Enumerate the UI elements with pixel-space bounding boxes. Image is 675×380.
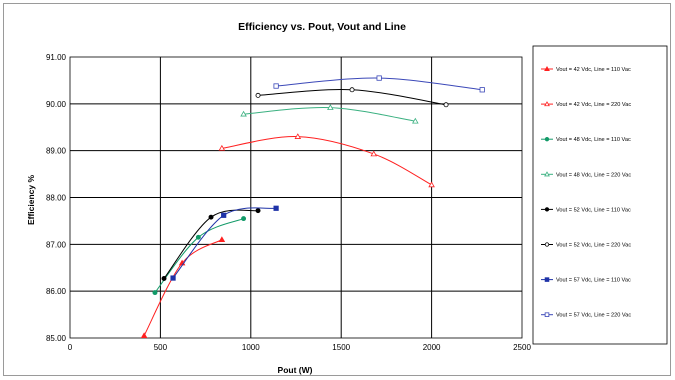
legend-label: Vout = 52 Vdc, Line = 220 Vac <box>556 243 631 249</box>
legend-label: Vout = 48 Vdc, Line = 220 Vac <box>556 172 631 178</box>
data-point <box>479 87 485 93</box>
y-axis-title: Efficiency % <box>26 175 36 226</box>
data-point <box>208 214 214 220</box>
chart-title: Efficiency vs. Pout, Vout and Line <box>238 21 406 33</box>
legend-label: Vout = 57 Vdc, Line = 220 Vac <box>556 313 631 319</box>
x-axis-title: Pout (W) <box>278 365 313 375</box>
data-point <box>544 101 550 107</box>
data-point <box>140 332 148 339</box>
x-tick-label: 500 <box>154 343 168 352</box>
legend-label: Vout = 42 Vdc, Line = 220 Vac <box>556 102 631 108</box>
data-point <box>376 75 382 81</box>
data-point <box>170 275 176 281</box>
legend-label: Vout = 52 Vdc, Line = 110 Vac <box>556 207 631 213</box>
legend-label: Vout = 48 Vdc, Line = 110 Vac <box>556 137 631 143</box>
data-point <box>294 133 302 139</box>
y-tick-label: 91.00 <box>46 53 67 62</box>
x-tick-label: 0 <box>68 343 73 352</box>
data-point <box>255 208 261 214</box>
series-line <box>221 136 432 186</box>
y-tick-label: 88.00 <box>46 194 67 203</box>
data-point <box>544 137 550 142</box>
data-point <box>241 216 247 222</box>
data-point <box>221 212 227 218</box>
data-point <box>544 65 550 72</box>
x-tick-label: 2000 <box>423 343 441 352</box>
data-point <box>161 276 167 282</box>
data-point <box>273 205 279 211</box>
data-point <box>218 236 226 243</box>
data-point <box>273 83 279 89</box>
legend-box <box>532 45 668 345</box>
data-point <box>327 104 334 110</box>
legend-label: Vout = 57 Vdc, Line = 110 Vac <box>556 278 631 284</box>
data-point <box>370 150 378 157</box>
y-tick-label: 89.00 <box>46 147 67 156</box>
data-point <box>544 277 550 282</box>
data-point <box>443 102 449 108</box>
x-tick-label: 1500 <box>332 343 350 352</box>
data-point <box>240 110 247 117</box>
data-point <box>544 312 550 317</box>
y-tick-label: 86.00 <box>46 287 67 296</box>
data-point <box>152 290 158 296</box>
y-tick-label: 90.00 <box>46 100 67 109</box>
data-point <box>544 207 550 212</box>
y-tick-label: 85.00 <box>46 334 67 343</box>
data-point <box>428 181 435 188</box>
y-tick-label: 87.00 <box>46 240 67 249</box>
x-tick-label: 1000 <box>242 343 260 352</box>
legend-label: Vout = 42 Vdc, Line = 110 Vac <box>556 67 631 73</box>
x-tick-label: 2500 <box>513 343 531 352</box>
data-point <box>412 117 419 124</box>
data-point <box>195 234 201 240</box>
data-point <box>544 171 550 177</box>
data-point <box>349 87 355 93</box>
data-point <box>544 242 550 247</box>
data-point <box>218 144 226 151</box>
data-point <box>255 92 261 98</box>
